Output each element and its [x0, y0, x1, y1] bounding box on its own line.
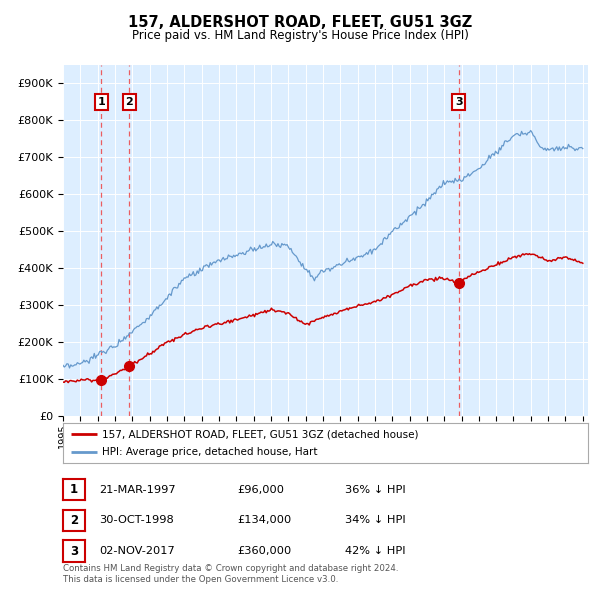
Text: 36% ↓ HPI: 36% ↓ HPI — [345, 485, 406, 494]
Text: 02-NOV-2017: 02-NOV-2017 — [99, 546, 175, 556]
Text: 2: 2 — [70, 514, 78, 527]
Text: 1: 1 — [70, 483, 78, 496]
Text: 2: 2 — [125, 97, 133, 107]
Text: 157, ALDERSHOT ROAD, FLEET, GU51 3GZ (detached house): 157, ALDERSHOT ROAD, FLEET, GU51 3GZ (de… — [103, 430, 419, 440]
Text: £360,000: £360,000 — [237, 546, 291, 556]
Text: 21-MAR-1997: 21-MAR-1997 — [99, 485, 176, 494]
Text: Price paid vs. HM Land Registry's House Price Index (HPI): Price paid vs. HM Land Registry's House … — [131, 30, 469, 42]
Text: 3: 3 — [455, 97, 463, 107]
Text: £134,000: £134,000 — [237, 516, 291, 525]
Text: 34% ↓ HPI: 34% ↓ HPI — [345, 516, 406, 525]
Text: Contains HM Land Registry data © Crown copyright and database right 2024.: Contains HM Land Registry data © Crown c… — [63, 565, 398, 573]
Text: 30-OCT-1998: 30-OCT-1998 — [99, 516, 174, 525]
Text: 3: 3 — [70, 545, 78, 558]
Text: 1: 1 — [98, 97, 106, 107]
Text: 157, ALDERSHOT ROAD, FLEET, GU51 3GZ: 157, ALDERSHOT ROAD, FLEET, GU51 3GZ — [128, 15, 472, 30]
Text: This data is licensed under the Open Government Licence v3.0.: This data is licensed under the Open Gov… — [63, 575, 338, 584]
Text: HPI: Average price, detached house, Hart: HPI: Average price, detached house, Hart — [103, 447, 318, 457]
Text: £96,000: £96,000 — [237, 485, 284, 494]
Text: 42% ↓ HPI: 42% ↓ HPI — [345, 546, 406, 556]
